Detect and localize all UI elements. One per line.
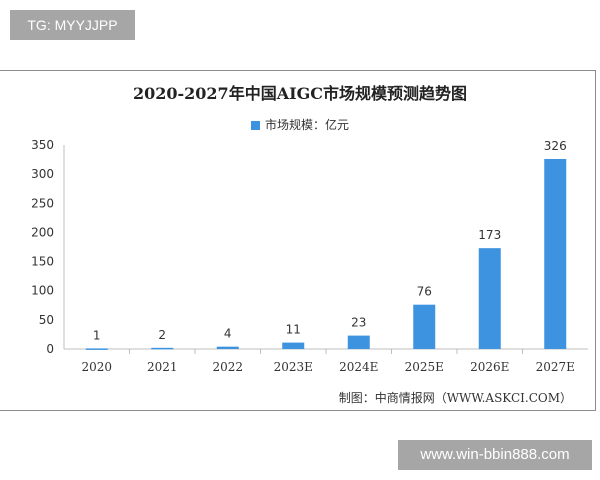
x-tick-label: 2027E [536,360,575,374]
y-tick-label: 0 [46,342,54,356]
data-label: 173 [478,228,501,242]
y-tick-label: 50 [39,313,54,327]
y-tick-label: 150 [31,255,54,269]
data-label: 23 [351,316,366,330]
x-tick-label: 2021 [147,360,178,374]
chart-credit: 制图：中商情报网（WWW.ASKCI.COM） [338,391,572,405]
bar [413,304,436,349]
chart-title: 2020-2027年中国AIGC市场规模预测趋势图 [132,84,467,103]
y-tick-label: 300 [31,167,54,181]
data-label: 11 [286,323,301,337]
bar [544,158,567,349]
chart-legend: 市场规模：亿元 [0,116,600,133]
x-tick-label: 2026E [470,360,509,374]
y-tick-label: 350 [31,138,54,152]
chart-frame [0,70,596,411]
bar [347,335,370,349]
data-label: 2 [158,328,166,342]
tag-label: TG: MYYJJPP [10,10,135,40]
x-tick-label: 2025E [405,360,444,374]
site-watermark: www.win-bbin888.com [398,440,592,470]
legend-swatch [250,121,260,130]
x-tick-label: 2023E [274,360,313,374]
y-tick-label: 250 [31,196,54,210]
data-label: 1 [93,328,101,342]
bar [216,346,239,349]
data-label: 4 [224,327,232,341]
legend-label: 市场规模：亿元 [264,118,349,132]
x-tick-label: 2024E [339,360,378,374]
data-label: 326 [544,139,567,153]
x-tick-label: 2022 [212,360,243,374]
data-label: 76 [417,285,432,299]
bar [478,248,501,349]
x-tick-label: 2020 [81,360,112,374]
y-tick-label: 100 [31,284,54,298]
y-tick-label: 200 [31,225,54,239]
bar [151,347,174,350]
bar [85,348,108,350]
bar [282,342,305,349]
